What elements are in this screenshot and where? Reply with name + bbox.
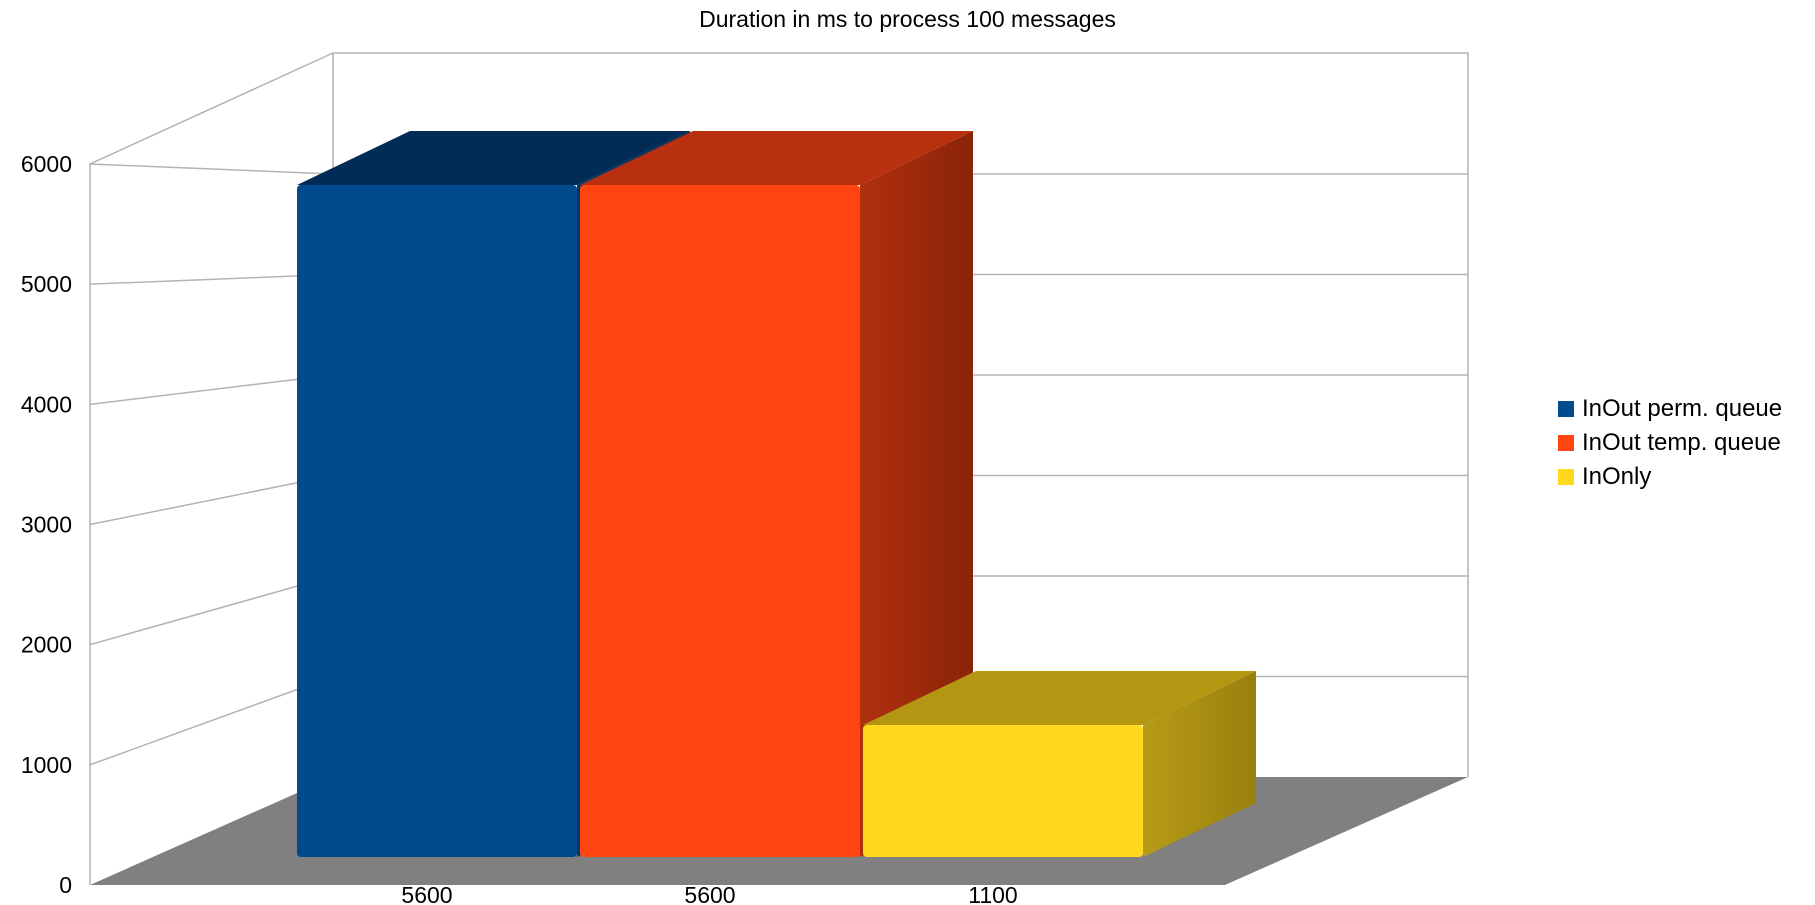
legend-label: InOut perm. queue	[1582, 395, 1783, 422]
gridline-left	[89, 675, 334, 766]
gridline-left	[89, 474, 334, 526]
y-tick-label: 1000	[21, 752, 72, 778]
bar-3	[863, 671, 1256, 857]
y-tick-label: 2000	[21, 632, 72, 658]
legend-item-perm: InOut perm. queue	[1558, 392, 1782, 426]
bar-top	[297, 131, 690, 185]
bar-front	[297, 185, 577, 857]
gridline-left	[89, 163, 334, 175]
bar-front	[863, 725, 1143, 857]
gridline-left	[89, 273, 334, 285]
x-axis-labels: 5600 5600 1100	[401, 882, 1017, 905]
y-tick-label: 0	[59, 872, 72, 898]
x-tick-label: 1100	[968, 882, 1017, 905]
legend-item-inonly: InOnly	[1558, 460, 1782, 494]
y-tick-label: 3000	[21, 512, 72, 538]
bar-side	[860, 131, 973, 857]
bar-front	[580, 185, 860, 857]
bar-2	[580, 131, 973, 857]
legend-label: InOnly	[1582, 463, 1652, 490]
left-wall	[89, 52, 334, 885]
y-axis-ticks: 0 1000 2000 3000 4000 5000 6000	[21, 151, 72, 898]
legend-swatch	[1558, 435, 1574, 451]
legend-item-temp: InOut temp. queue	[1558, 426, 1782, 460]
bar-top	[580, 131, 973, 185]
gridline-left	[89, 575, 334, 646]
chart-title: Duration in ms to process 100 messages	[699, 6, 1116, 32]
x-tick-label: 5600	[684, 882, 735, 905]
y-tick-label: 5000	[21, 271, 72, 297]
legend-swatch	[1558, 469, 1574, 485]
y-tick-label: 6000	[21, 151, 72, 177]
x-tick-label: 5600	[401, 882, 452, 905]
bar-side	[1143, 671, 1256, 857]
bar-top	[863, 671, 1256, 725]
legend-swatch	[1558, 401, 1574, 417]
y-tick-label: 4000	[21, 391, 72, 417]
legend-label: InOut temp. queue	[1582, 429, 1781, 456]
gridline-left	[89, 374, 334, 406]
bars	[297, 131, 1256, 857]
legend: InOut perm. queue InOut temp. queue InOn…	[1558, 392, 1782, 494]
